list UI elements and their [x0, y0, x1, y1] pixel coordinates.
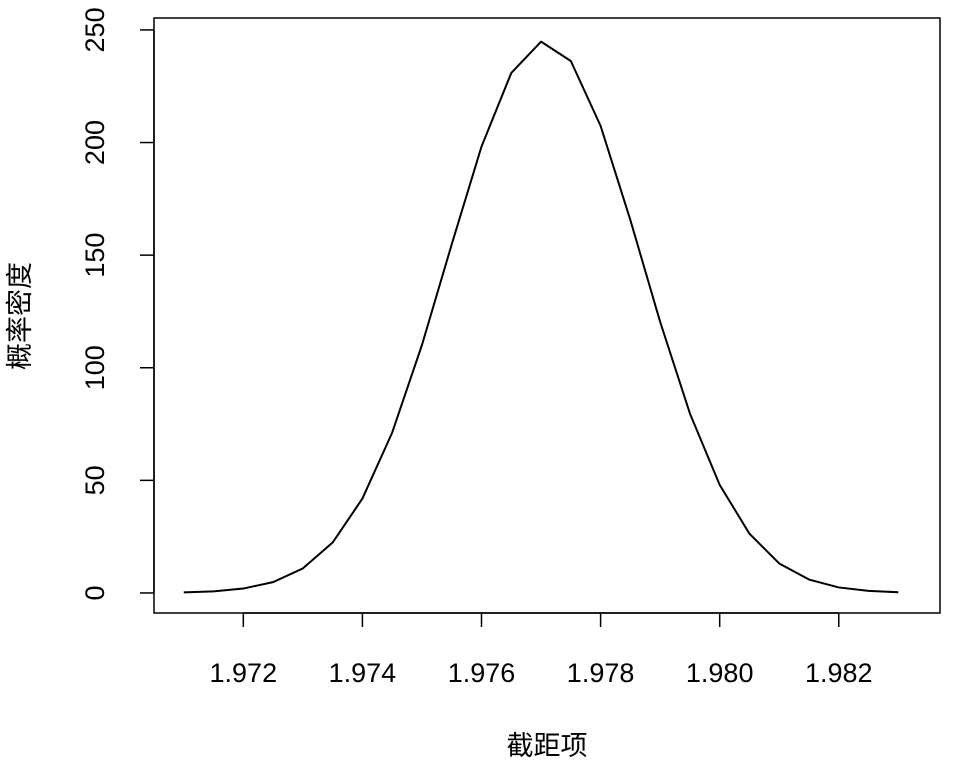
y-axis-label: 概率密度	[5, 262, 35, 370]
x-tick-label: 1.980	[686, 658, 754, 688]
x-tick-label: 1.974	[329, 658, 397, 688]
x-tick-label: 1.976	[448, 658, 516, 688]
y-tick-label: 250	[80, 7, 110, 52]
density-line	[183, 40, 899, 594]
y-tick-label: 0	[80, 585, 110, 600]
y-tick-label: 50	[80, 465, 110, 495]
y-tick-label: 150	[80, 233, 110, 278]
y-tick-label: 200	[80, 120, 110, 165]
y-tick-label: 100	[80, 345, 110, 390]
x-axis-label: 截距项	[507, 731, 588, 761]
x-tick-label: 1.978	[567, 658, 635, 688]
x-tick-label: 1.972	[210, 658, 278, 688]
x-tick-label: 1.982	[805, 658, 873, 688]
plot-frame	[153, 17, 941, 614]
